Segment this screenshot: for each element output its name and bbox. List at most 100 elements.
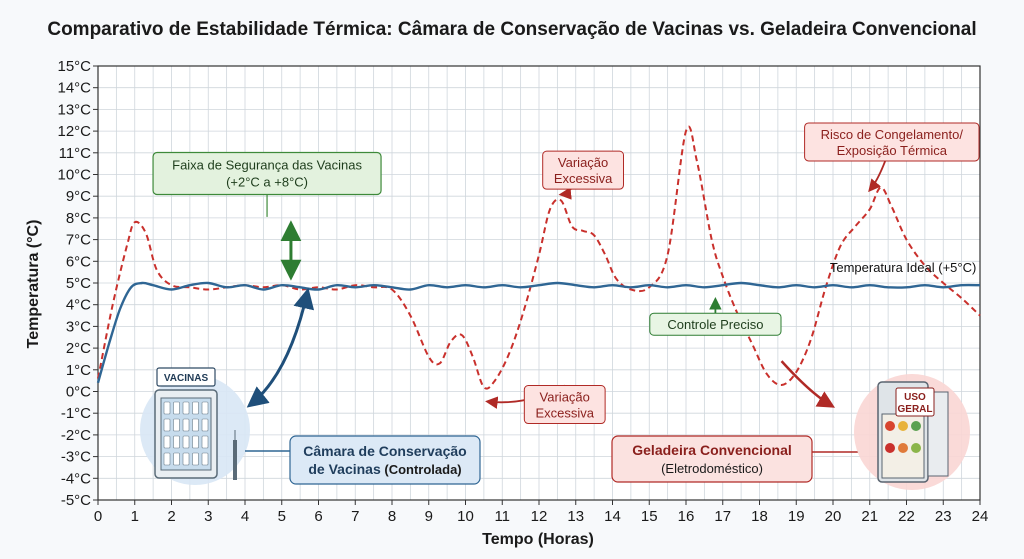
annotations-layer: Faixa de Segurança das Vacinas (+2°C a +8… [152, 122, 980, 425]
vial-icon [173, 452, 180, 466]
vial-icon [201, 435, 209, 449]
food-icon [911, 421, 921, 431]
legend-chamber-line2: de Vacinas (Controlada) [308, 461, 461, 477]
home-fridge-sign [895, 387, 935, 417]
legend-fridge-line2: (Eletrodoméstico) [661, 461, 763, 476]
y-tick-label: 7°C [66, 232, 91, 249]
y-tick-label: 9°C [66, 188, 91, 205]
vial-icon [192, 452, 199, 466]
home-fridge-label-line2: GERAL [898, 404, 933, 415]
x-tick-label: 15 [641, 508, 658, 525]
annotation-text-line1: Risco de Congelamento/ [821, 127, 964, 142]
x-tick-label: 0 [94, 508, 102, 525]
annotation-text-line2: Excessiva [554, 171, 613, 186]
annotation-text: Controle Preciso [667, 317, 763, 332]
y-tick-label: 3°C [66, 318, 91, 335]
x-tick-label: 4 [241, 508, 249, 525]
series-layer [96, 125, 981, 390]
vial-icon [163, 452, 171, 466]
vial-icon [192, 401, 199, 415]
food-icon [885, 421, 895, 431]
x-tick-label: 12 [531, 508, 548, 525]
axes-layer: -5°C -4°C -3°C -2°C -1°C 0°C 1°C 2°C 3°C 4°C 5°C 6°… [57, 58, 988, 525]
illustrations-layer: VACINAS Câmara de Conservação de Vacinas (… [140, 287, 970, 490]
x-tick-label: 22 [898, 508, 915, 525]
x-tick-label: 18 [751, 508, 768, 525]
y-tick-label: -4°C [61, 470, 91, 487]
vial-icon [192, 435, 199, 449]
y-axis-label: Temperatura (°C) [25, 220, 42, 349]
x-tick-label: 13 [567, 508, 584, 525]
vial-icon [173, 401, 180, 415]
annotation-text-line1: Variação [558, 155, 608, 170]
y-tick-label: 15°C [57, 58, 91, 75]
safety-band-label-line2: (+2°C a +8°C) [226, 175, 308, 190]
home-fridge-label-line1: USO [904, 392, 926, 403]
vial-icon [182, 418, 190, 432]
vial-icon [163, 435, 171, 449]
annotation-box [542, 150, 625, 190]
x-tick-label: 1 [131, 508, 139, 525]
chart-title: Comparativo de Estabilidade Térmica: Câm… [47, 19, 976, 40]
vaccine-fridge-sign [156, 367, 216, 387]
vial-icon [173, 418, 180, 432]
legend-fridge-box [611, 435, 813, 483]
x-tick-label: 9 [425, 508, 433, 525]
x-tick-label: 19 [788, 508, 805, 525]
annotation-box [523, 385, 606, 425]
annotation-text-line1: Variação [540, 390, 590, 405]
x-tick-label: 7 [351, 508, 359, 525]
x-tick-label: 16 [678, 508, 695, 525]
x-tick-label: 5 [278, 508, 286, 525]
x-tick-label: 3 [204, 508, 212, 525]
y-tick-label: 8°C [66, 210, 91, 227]
x-tick-label: 23 [935, 508, 952, 525]
y-tick-label: 4°C [66, 297, 91, 314]
food-icon [911, 443, 921, 453]
x-tick-label: 17 [714, 508, 731, 525]
annotation-text-line2: Exposição Térmica [837, 143, 948, 158]
legend-chamber-box [289, 435, 481, 485]
vial-icon [173, 435, 180, 449]
fridge-link-arrow [780, 360, 836, 408]
x-tick-label: 8 [388, 508, 396, 525]
y-tick-label: -5°C [61, 492, 91, 509]
x-tick-label: 11 [494, 508, 510, 525]
legend-chamber-strong2: de Vacinas [308, 461, 381, 477]
x-tick-label: 2 [167, 508, 175, 525]
y-tick-label: 6°C [66, 253, 91, 270]
vial-icon [201, 401, 209, 415]
x-tick-label: 21 [861, 508, 878, 525]
y-tick-label: 5°C [66, 275, 91, 292]
food-icon [898, 421, 908, 431]
safety-band-label-line1: Faixa de Segurança das Vacinas [172, 158, 362, 173]
vial-icon [192, 418, 199, 432]
series-line-chamber [96, 281, 981, 384]
y-tick-label: 14°C [57, 80, 91, 97]
food-icon [898, 443, 908, 453]
x-tick-label: 24 [972, 508, 989, 525]
legend-fridge-line1: Geladeira Convencional [632, 442, 792, 458]
vial-icon [201, 418, 209, 432]
y-tick-label: 1°C [66, 362, 91, 379]
y-tick-label: 13°C [57, 101, 91, 118]
chamber-link-arrow [246, 287, 315, 408]
y-tick-label: 12°C [57, 123, 91, 140]
vial-icon [163, 401, 171, 415]
y-tick-label: -2°C [61, 427, 91, 444]
x-tick-label: 6 [314, 508, 322, 525]
legend-chamber-note: (Controlada) [381, 462, 462, 477]
x-tick-label: 20 [825, 508, 842, 525]
y-tick-label: 10°C [57, 167, 91, 184]
y-tick-label: 0°C [66, 384, 91, 401]
vial-icon [201, 452, 209, 466]
food-icon [885, 443, 895, 453]
vial-icon [182, 452, 190, 466]
y-tick-label: 2°C [66, 340, 91, 357]
x-tick-label: 10 [457, 508, 474, 525]
vaccine-fridge-label: VACINAS [164, 373, 209, 384]
ideal-temperature-label: Temperatura Ideal (+5°C) [830, 260, 976, 275]
vial-icon [182, 401, 190, 415]
